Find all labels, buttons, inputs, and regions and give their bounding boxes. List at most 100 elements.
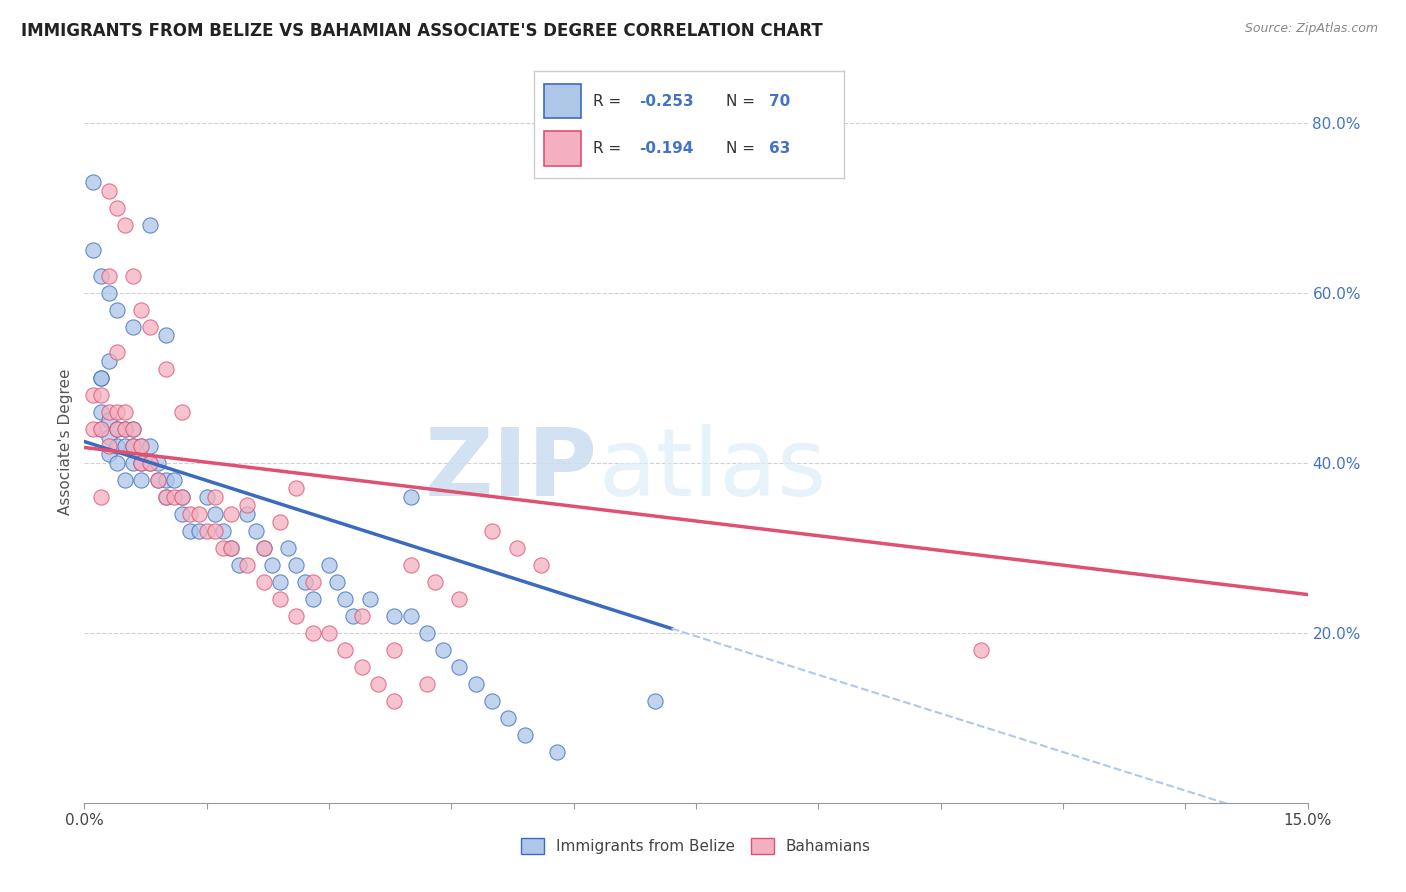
Point bbox=[301, 574, 323, 589]
Point bbox=[97, 268, 120, 283]
Point bbox=[212, 524, 235, 538]
Point bbox=[105, 422, 128, 436]
Point bbox=[546, 745, 568, 759]
Text: R =: R = bbox=[593, 94, 626, 109]
Text: R =: R = bbox=[593, 141, 626, 156]
Point bbox=[131, 439, 153, 453]
Point bbox=[513, 728, 536, 742]
Point bbox=[90, 371, 112, 385]
Point bbox=[301, 625, 323, 640]
Y-axis label: Associate's Degree: Associate's Degree bbox=[58, 368, 73, 515]
Point bbox=[114, 439, 136, 453]
Point bbox=[212, 541, 235, 555]
Point bbox=[146, 456, 169, 470]
Point bbox=[187, 507, 209, 521]
Point bbox=[382, 642, 405, 657]
Point bbox=[285, 481, 308, 495]
Point bbox=[155, 473, 177, 487]
Point bbox=[644, 694, 666, 708]
Point bbox=[236, 558, 259, 572]
Point bbox=[90, 268, 112, 283]
Point bbox=[105, 405, 128, 419]
Point bbox=[163, 473, 186, 487]
Point bbox=[155, 490, 177, 504]
Point bbox=[138, 218, 160, 232]
Point bbox=[399, 490, 422, 504]
Point bbox=[350, 660, 373, 674]
Point bbox=[285, 608, 308, 623]
Point bbox=[131, 439, 153, 453]
Point bbox=[179, 507, 201, 521]
Point bbox=[131, 456, 153, 470]
Text: N =: N = bbox=[725, 94, 759, 109]
Point bbox=[204, 490, 226, 504]
Point bbox=[253, 574, 276, 589]
Point bbox=[146, 473, 169, 487]
Point bbox=[90, 405, 112, 419]
Point bbox=[122, 268, 145, 283]
Point bbox=[114, 422, 136, 436]
Point bbox=[105, 201, 128, 215]
Point bbox=[294, 574, 316, 589]
Point bbox=[423, 574, 446, 589]
Text: -0.194: -0.194 bbox=[640, 141, 693, 156]
Point bbox=[97, 353, 120, 368]
Point bbox=[359, 591, 381, 606]
Point bbox=[105, 439, 128, 453]
Point bbox=[90, 422, 112, 436]
Point bbox=[195, 490, 218, 504]
Point bbox=[367, 677, 389, 691]
Point bbox=[219, 541, 242, 555]
Point bbox=[505, 541, 527, 555]
Point bbox=[131, 473, 153, 487]
Point bbox=[187, 524, 209, 538]
Point bbox=[260, 558, 283, 572]
Point bbox=[481, 524, 503, 538]
Point bbox=[82, 175, 104, 189]
Point bbox=[114, 218, 136, 232]
Bar bbox=[544, 131, 581, 166]
Text: atlas: atlas bbox=[598, 425, 827, 516]
Point bbox=[285, 558, 308, 572]
Point bbox=[335, 591, 357, 606]
Point bbox=[131, 302, 153, 317]
Point bbox=[449, 660, 471, 674]
Point bbox=[481, 694, 503, 708]
Point bbox=[97, 285, 120, 300]
Point bbox=[82, 422, 104, 436]
Point bbox=[82, 388, 104, 402]
Point bbox=[399, 558, 422, 572]
Point bbox=[131, 456, 153, 470]
Point bbox=[245, 524, 267, 538]
Point bbox=[97, 405, 120, 419]
Point bbox=[335, 642, 357, 657]
Point bbox=[269, 516, 291, 530]
Point bbox=[172, 490, 194, 504]
Point bbox=[342, 608, 364, 623]
Point bbox=[498, 711, 520, 725]
Point bbox=[114, 422, 136, 436]
Point bbox=[90, 422, 112, 436]
Point bbox=[97, 447, 120, 461]
Point bbox=[105, 302, 128, 317]
Text: N =: N = bbox=[725, 141, 759, 156]
Point bbox=[172, 490, 194, 504]
Point bbox=[382, 694, 405, 708]
Point bbox=[350, 608, 373, 623]
Point bbox=[114, 473, 136, 487]
Point bbox=[269, 591, 291, 606]
Text: 63: 63 bbox=[769, 141, 790, 156]
Point bbox=[97, 413, 120, 427]
Point bbox=[204, 524, 226, 538]
Text: -0.253: -0.253 bbox=[640, 94, 695, 109]
Point bbox=[172, 405, 194, 419]
Point bbox=[155, 328, 177, 343]
Point bbox=[195, 524, 218, 538]
Point bbox=[301, 591, 323, 606]
Point bbox=[228, 558, 250, 572]
Point bbox=[253, 541, 276, 555]
Point bbox=[146, 473, 169, 487]
Point bbox=[155, 362, 177, 376]
Point bbox=[172, 507, 194, 521]
Point bbox=[122, 422, 145, 436]
